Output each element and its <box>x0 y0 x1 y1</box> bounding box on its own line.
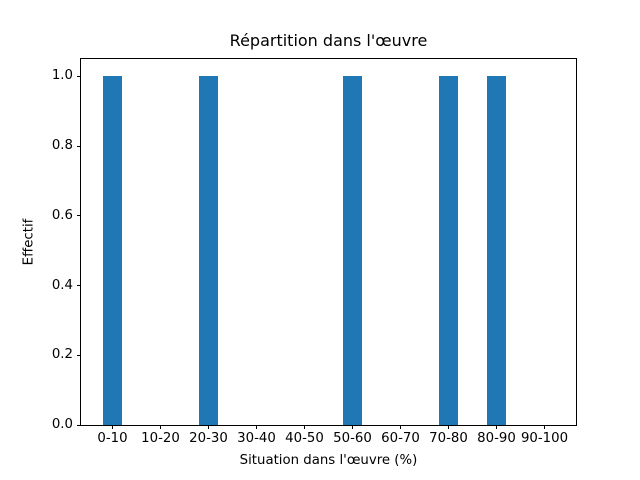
y-tick-mark <box>77 354 81 356</box>
x-tick-label: 80-90 <box>477 431 516 446</box>
x-tick-mark <box>448 425 449 429</box>
plot-area: 0-10 10-20 20-30 30-40 40-50 50-60 60-70 70-80 8… <box>52 58 577 446</box>
x-tick-label: 60-70 <box>381 431 420 446</box>
x-tick-mark <box>400 425 401 429</box>
x-tick-mark <box>544 425 545 429</box>
x-tick-mark <box>256 425 257 429</box>
x-tick-mark <box>352 425 353 429</box>
x-tick-mark <box>112 425 113 429</box>
x-tick-label: 30-40 <box>237 431 276 446</box>
y-tick-mark <box>77 75 81 77</box>
bar <box>486 76 507 425</box>
y-tick-label: 0.0 <box>51 417 73 432</box>
y-tick-mark <box>77 424 81 426</box>
y-tick-mark <box>77 285 81 287</box>
y-tick-label: 0.6 <box>51 207 73 223</box>
bar <box>198 76 219 425</box>
x-tick-label: 70-80 <box>429 431 468 446</box>
y-tick-mark <box>77 215 81 217</box>
bar <box>342 76 363 425</box>
x-axis-label: Situation dans l'œuvre (%) <box>239 453 418 468</box>
y-tick-label: 1.0 <box>51 68 73 84</box>
y-axis-label: Effectif <box>21 218 37 266</box>
x-tick-label: 90-100 <box>520 431 569 446</box>
bar <box>102 76 123 425</box>
x-tick-mark <box>496 425 497 429</box>
y-tick-label: 0.8 <box>51 138 73 154</box>
bar <box>438 76 459 425</box>
x-tick-label: 0-10 <box>97 431 128 446</box>
y-tick-label: 0.4 <box>51 277 73 293</box>
x-tick-label: 10-20 <box>141 431 180 446</box>
chart-title: Répartition dans l'œuvre <box>229 31 428 50</box>
x-tick-mark <box>208 425 209 429</box>
x-tick-label: 40-50 <box>285 431 324 446</box>
x-tick-label: 20-30 <box>189 431 228 446</box>
x-tick-mark <box>304 425 305 429</box>
y-tick-label: 0.2 <box>51 347 73 363</box>
x-tick-label: 50-60 <box>333 431 372 446</box>
y-tick-mark <box>77 145 81 147</box>
x-tick-mark <box>160 425 161 429</box>
